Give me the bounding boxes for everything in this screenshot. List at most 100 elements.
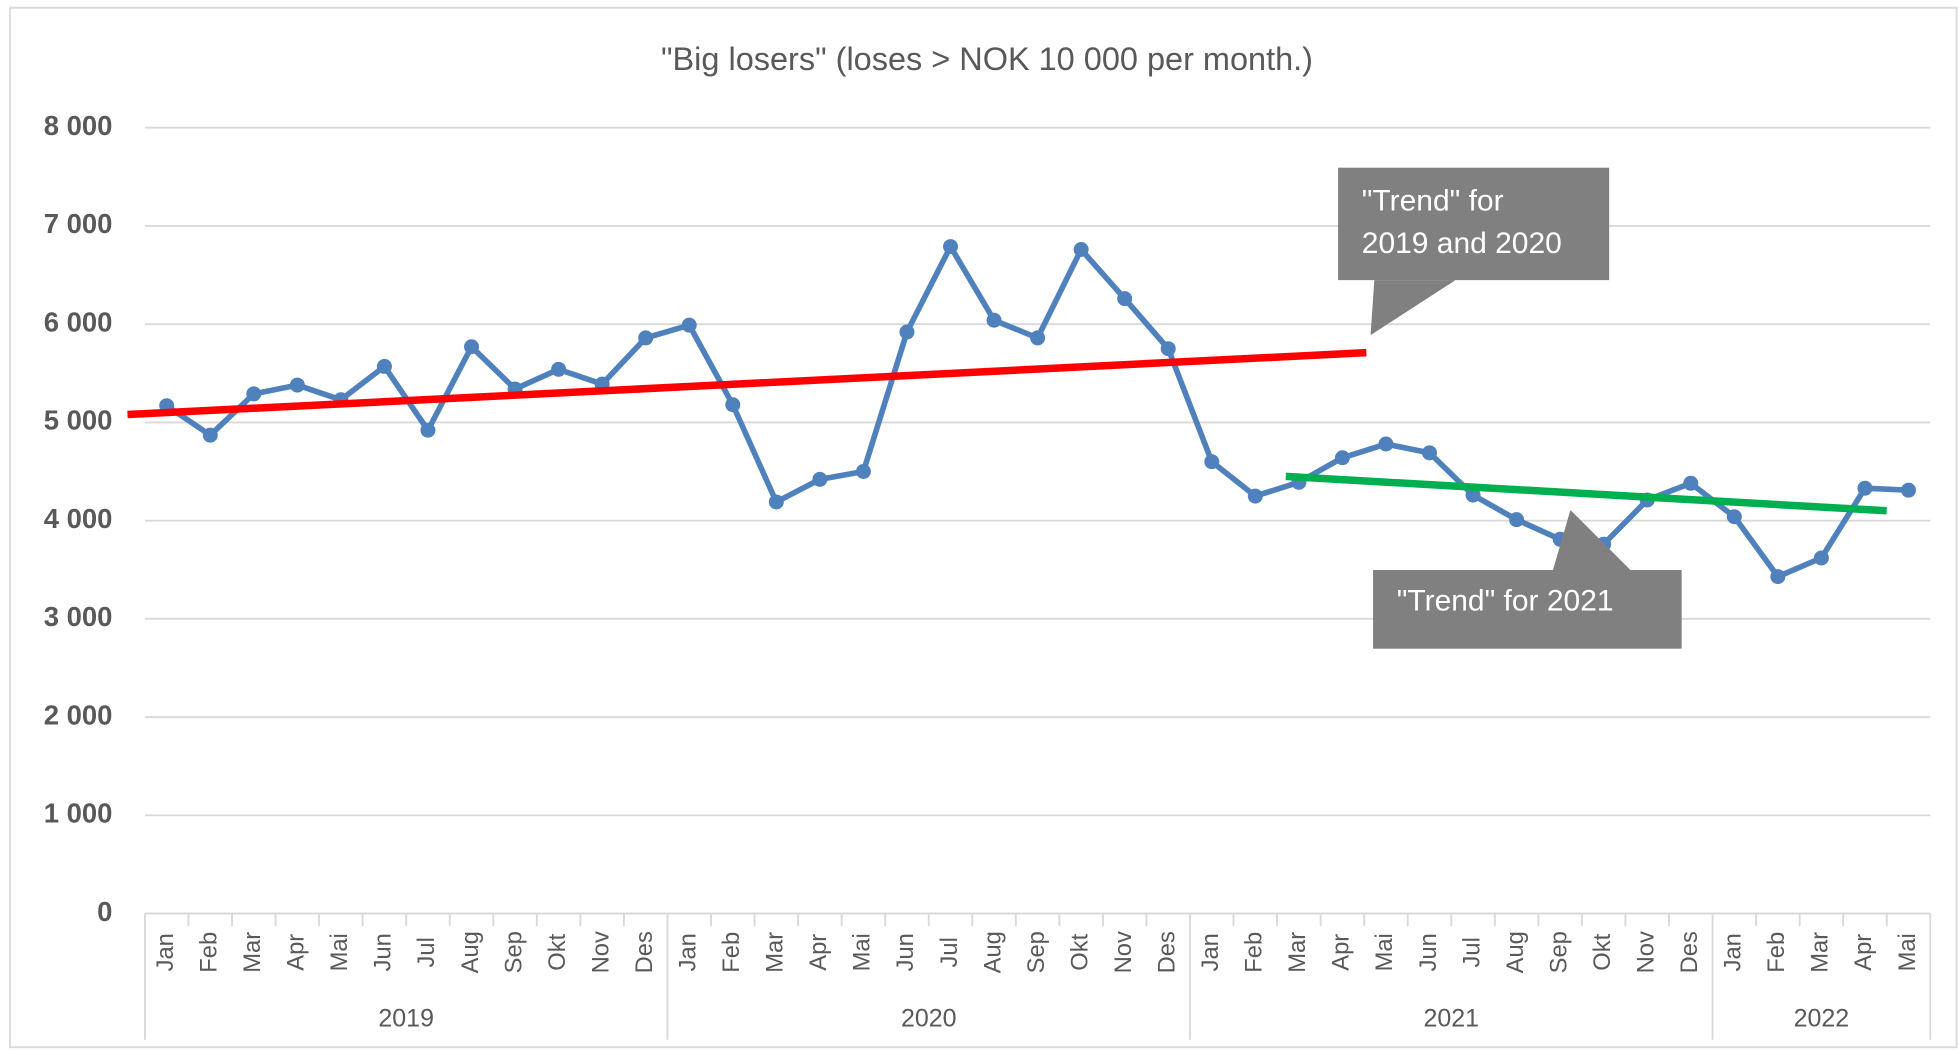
data-point [1073,242,1089,258]
x-tick-label: Jan [1198,933,1224,971]
data-point [725,397,741,413]
x-tick-label: Jan [153,933,179,971]
x-tick-label: Jul [414,937,440,967]
x-tick-label: Des [1154,931,1180,973]
data-point [420,422,436,438]
x-tick-label: Feb [1242,932,1268,973]
callout-pointer [1552,510,1631,570]
data-point [289,377,305,393]
data-point [1160,341,1176,357]
x-tick-label: Feb [719,932,745,973]
data-point [1813,550,1829,566]
x-tick-label: Mar [1808,932,1834,973]
x-tick-label: Apr [284,934,310,971]
x-tick-label: Aug [980,931,1006,973]
x-tick-label: Mai [850,933,876,971]
x-tick-label: Feb [1764,932,1790,973]
y-tick-label: 3 000 [44,601,113,632]
group-label: 2020 [901,1004,957,1032]
x-tick-label: Apr [1329,934,1355,971]
data-point [1900,482,1916,498]
x-tick-label: Mar [240,932,266,973]
chart-frame [9,6,1958,1049]
callout-text: 2019 and 2020 [1362,227,1562,260]
x-tick-label: Nov [1111,931,1137,973]
x-tick-label: Jun [893,933,919,971]
x-tick-label: Mai [1895,933,1921,971]
data-point [1204,454,1220,470]
group-label: 2021 [1423,1004,1479,1032]
x-tick-label: Nov [588,931,614,973]
data-point [1509,512,1525,528]
y-tick-label: 4 000 [44,503,113,534]
x-tick-label: Jan [1721,933,1747,971]
x-tick-label: Jan [676,933,702,971]
data-point [464,339,480,355]
x-tick-label: Sep [1546,931,1572,973]
data-point [681,317,697,333]
x-tick-label: Nov [1633,931,1659,973]
callout-box [1338,167,1610,281]
data-point [1334,450,1350,466]
data-point [812,471,828,487]
data-point [376,358,392,374]
data-point [1726,509,1742,525]
x-tick-label: Mai [327,933,353,971]
x-tick-label: Jun [371,933,397,971]
data-point [246,386,262,402]
data-point [899,324,915,340]
x-tick-label: Mai [1372,933,1398,971]
callout-text: "Trend" for 2021 [1397,584,1614,617]
data-point [1378,436,1394,452]
group-label: 2022 [1794,1004,1850,1032]
data-point [768,494,784,510]
x-tick-label: Jul [1459,937,1485,967]
trend-line [1285,472,1887,515]
x-tick-label: Aug [458,931,484,973]
data-point [1465,487,1481,503]
x-tick-label: Jul [937,937,963,967]
y-tick-label: 0 [97,896,112,927]
y-tick-label: 6 000 [44,306,113,337]
x-tick-label: Sep [1024,931,1050,973]
x-tick-label: Apr [806,934,832,971]
data-point [202,427,218,443]
x-tick-label: Mar [1285,932,1311,973]
data-point [551,361,567,377]
chart-title: "Big losers" (loses > NOK 10 000 per mon… [661,41,1313,77]
x-tick-label: Mar [763,932,789,973]
data-point [1857,480,1873,496]
data-point [1422,445,1437,461]
y-tick-label: 8 000 [44,110,113,141]
x-tick-label: Okt [545,933,571,970]
y-tick-label: 1 000 [44,798,113,829]
callout-text: "Trend" for [1362,185,1504,218]
data-point [1770,569,1786,585]
callout-pointer [1370,280,1456,336]
data-point [1247,488,1263,504]
data-point [1117,291,1133,307]
data-point [855,464,871,480]
x-tick-label: Sep [501,931,527,973]
data-point [1030,330,1046,346]
x-tick-label: Jun [1416,933,1442,971]
group-label: 2019 [378,1004,434,1032]
data-point [1683,475,1699,491]
y-tick-label: 2 000 [44,699,113,730]
y-tick-label: 5 000 [44,405,113,436]
data-point [986,312,1002,328]
callout-box [1373,569,1682,649]
x-tick-label: Apr [1851,934,1877,971]
x-tick-label: Okt [1067,933,1093,970]
x-tick-label: Des [632,931,658,973]
y-tick-label: 7 000 [44,208,113,239]
x-tick-label: Feb [197,932,223,973]
trend-line [127,348,1367,419]
data-point [943,239,959,255]
x-tick-label: Aug [1503,931,1529,973]
data-point [638,330,654,346]
x-tick-label: Des [1677,931,1703,973]
x-tick-label: Okt [1590,933,1616,970]
